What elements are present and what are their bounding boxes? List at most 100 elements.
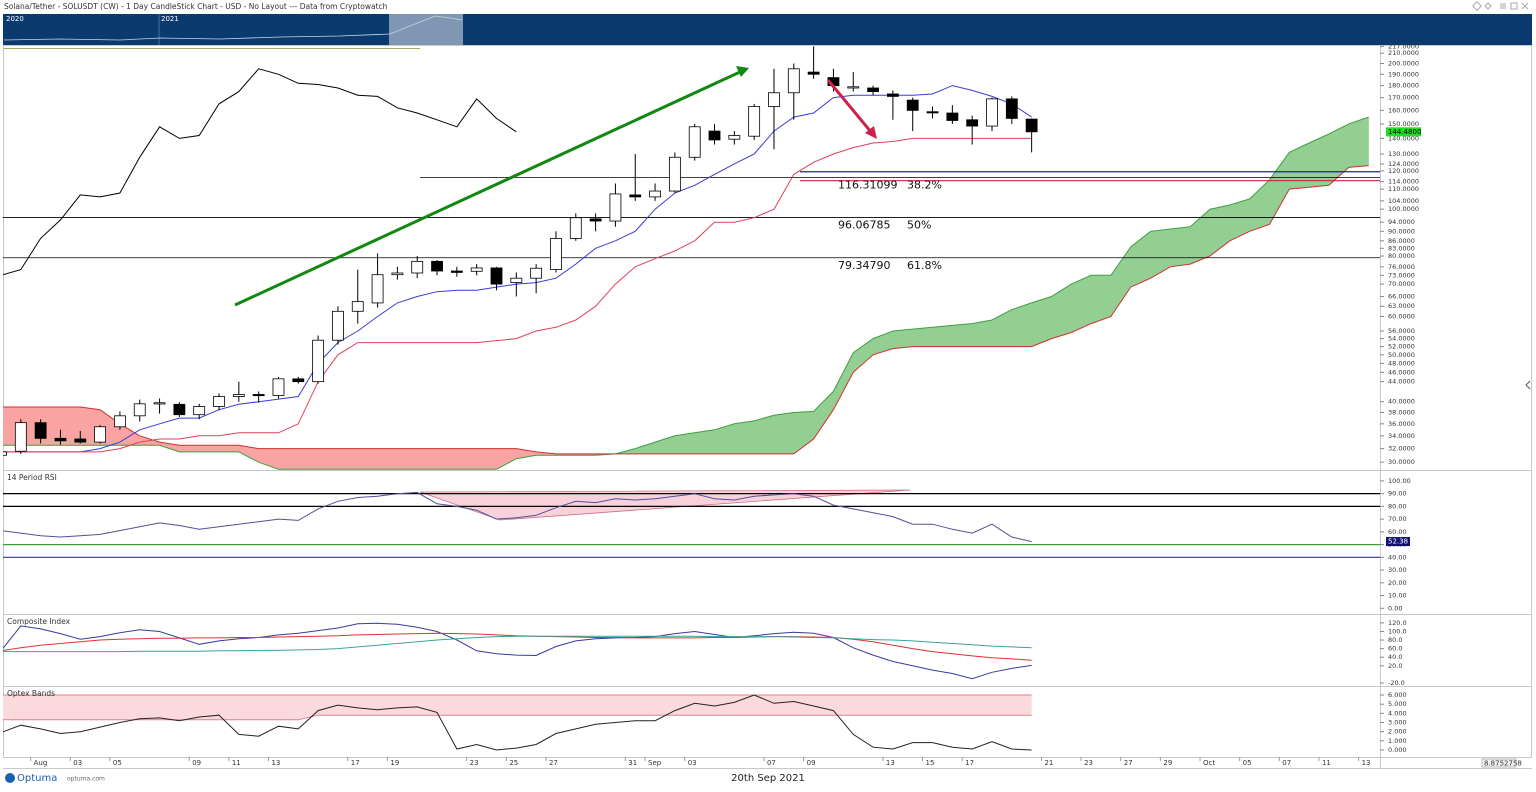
indicator-line bbox=[3, 137, 1032, 453]
y-tick-label: 56.0000 bbox=[1388, 327, 1415, 335]
fib-percent: 50% bbox=[907, 219, 931, 232]
candle-body bbox=[450, 270, 463, 273]
panel-title: Composite Index bbox=[7, 617, 71, 626]
coord-box bbox=[1481, 758, 1517, 768]
cloud-segment bbox=[773, 412, 795, 455]
cloud-segment bbox=[714, 423, 735, 455]
x-tick-label: 13 bbox=[886, 759, 895, 767]
cloud-segment bbox=[337, 448, 359, 470]
cloud-segment bbox=[1289, 142, 1310, 190]
y-tick-label: 54.0000 bbox=[1388, 335, 1415, 343]
y-tick-label: 52.0000 bbox=[1388, 343, 1415, 351]
cloud-segment bbox=[952, 323, 973, 347]
panel-borders bbox=[3, 45, 1532, 769]
candle-body bbox=[34, 422, 47, 439]
y-tick-label: 94.0000 bbox=[1388, 218, 1415, 226]
y-tick-label: 0.000 bbox=[1388, 746, 1407, 754]
candle-body bbox=[986, 98, 998, 127]
candle-body bbox=[213, 396, 225, 407]
x-tick-label: 11 bbox=[232, 759, 241, 767]
fib-percent: 38.2% bbox=[907, 178, 942, 191]
indicator-line bbox=[3, 635, 1032, 653]
cloud-segment bbox=[1348, 116, 1369, 168]
navigator[interactable] bbox=[3, 14, 1532, 45]
x-tick-label: 15 bbox=[926, 759, 935, 767]
cloud-segment bbox=[1249, 179, 1270, 232]
x-tick-label: 17 bbox=[965, 759, 974, 767]
candle-body bbox=[530, 267, 543, 279]
y-tick-label: 130.0000 bbox=[1388, 150, 1419, 158]
y-tick-label: 66.0000 bbox=[1388, 292, 1415, 300]
y-tick-label: 38.0000 bbox=[1388, 408, 1415, 416]
candle-body bbox=[3, 451, 7, 456]
y-tick-label: 80.0000 bbox=[1388, 252, 1415, 260]
y-tick-label: 2.000 bbox=[1388, 728, 1407, 736]
x-tick-label: 03 bbox=[688, 759, 697, 767]
y-tick-label: 120.0 bbox=[1388, 619, 1407, 627]
indicator-line bbox=[3, 694, 1032, 751]
y-tick-label: 104.0000 bbox=[1388, 197, 1419, 205]
candle-body bbox=[272, 378, 285, 396]
candle-body bbox=[332, 310, 344, 341]
y-tick-label: 90.0000 bbox=[1388, 227, 1415, 235]
y-tick-label: 73.0000 bbox=[1388, 271, 1415, 279]
cloud-segment bbox=[833, 352, 854, 410]
candle-body bbox=[411, 260, 424, 274]
cloud-segment bbox=[218, 445, 240, 453]
cloud-edge bbox=[3, 116, 1369, 470]
y-tick-label: 48.0000 bbox=[1388, 359, 1415, 367]
cloud-segment bbox=[397, 448, 418, 470]
candle-body bbox=[847, 86, 860, 89]
cloud-segment bbox=[813, 390, 834, 440]
candle-body bbox=[232, 394, 245, 397]
panel bbox=[3, 694, 1032, 751]
panel bbox=[3, 491, 1380, 558]
x-tick-label: Sep bbox=[648, 759, 662, 767]
candle-body bbox=[946, 112, 959, 121]
brand-logo bbox=[5, 773, 15, 783]
cloud-segment bbox=[1150, 228, 1171, 279]
candle-body bbox=[728, 135, 741, 140]
candle-body bbox=[867, 87, 879, 92]
y-tick-label: 60.0 bbox=[1388, 645, 1402, 653]
y-tick-label: 76.0000 bbox=[1388, 263, 1415, 271]
cloud-segment bbox=[1051, 283, 1072, 339]
y-tick-label: 50.0000 bbox=[1388, 351, 1415, 359]
cloud-segment bbox=[1229, 198, 1250, 242]
coord-readout: 8.8752758 bbox=[1484, 760, 1522, 768]
candle-body bbox=[153, 402, 166, 405]
candle-body bbox=[351, 301, 364, 312]
candle-body bbox=[688, 126, 701, 158]
y-tick-label: 32.0000 bbox=[1388, 445, 1415, 453]
navigator-label: 2020 bbox=[6, 15, 24, 23]
cloud-segment bbox=[198, 445, 220, 453]
fib-price: 116.31099 bbox=[838, 178, 898, 191]
y-tick-label: 63.0000 bbox=[1388, 302, 1415, 310]
cloud-segment bbox=[734, 420, 755, 455]
candle-body bbox=[292, 378, 305, 383]
candle-body bbox=[1025, 118, 1038, 133]
collapse-toggle[interactable] bbox=[1525, 380, 1531, 390]
y-tick-label: 46.0000 bbox=[1388, 368, 1415, 376]
candle-body bbox=[470, 267, 483, 272]
candle-body bbox=[966, 119, 979, 127]
y-tick-label: 100.0 bbox=[1388, 627, 1407, 635]
fib-price: 96.06785 bbox=[838, 219, 891, 232]
candle-body bbox=[609, 193, 622, 222]
indicator-line bbox=[3, 491, 1032, 543]
x-tick-label: 23 bbox=[1084, 759, 1093, 767]
panel-title: Optex Bands bbox=[7, 689, 55, 698]
y-tick-label: 86.0000 bbox=[1388, 237, 1415, 245]
y-tick-label: 30.00 bbox=[1388, 566, 1407, 574]
cloud-segment bbox=[1071, 274, 1092, 333]
x-tick-label: 11 bbox=[1322, 759, 1331, 767]
candle-body bbox=[490, 267, 503, 285]
indicator-line bbox=[3, 622, 1032, 680]
candle-body bbox=[173, 403, 186, 416]
toolbar-icons[interactable] bbox=[1472, 1, 1529, 11]
trend-arrow bbox=[234, 66, 749, 307]
candle-body bbox=[431, 260, 443, 272]
candle-body bbox=[668, 156, 681, 192]
cloud-segment bbox=[298, 448, 319, 470]
